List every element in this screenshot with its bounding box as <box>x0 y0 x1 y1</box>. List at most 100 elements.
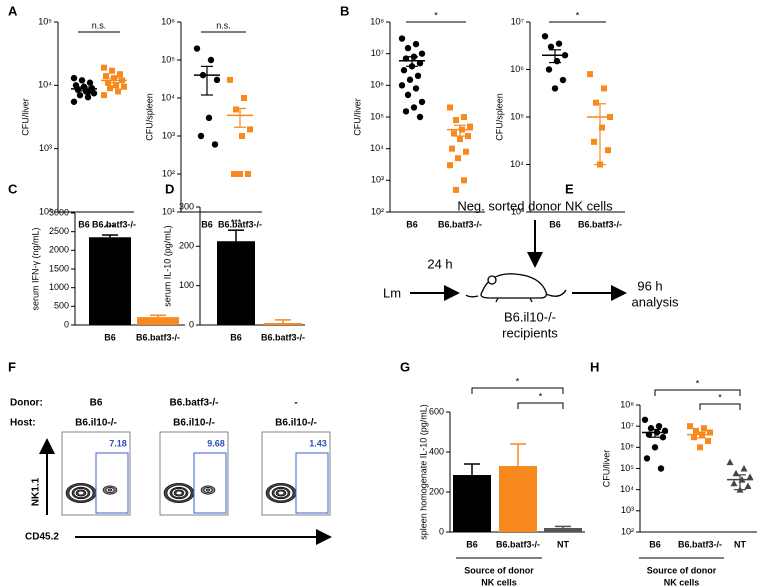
y-tick-label: 10³ <box>621 505 634 515</box>
significance: n.s. <box>92 20 107 30</box>
x-axis-label: Source of donor <box>647 565 717 575</box>
y-tick-label: 10⁷ <box>621 421 634 431</box>
point <box>211 141 219 148</box>
x-axis-label: NK cells <box>481 577 517 587</box>
point <box>599 124 605 131</box>
x-tick-label: B6.batf3-/- <box>578 219 622 229</box>
point <box>414 72 422 80</box>
contour <box>77 490 85 496</box>
x-axis-label: Source of donor <box>464 565 534 575</box>
axis-label: CD45.2 <box>25 532 59 543</box>
point <box>555 40 563 47</box>
point <box>404 44 412 52</box>
point <box>643 455 651 462</box>
y-tick-label: 1500 <box>49 263 69 273</box>
significance: * <box>539 391 543 401</box>
y-tick-label: 10⁷ <box>371 48 384 58</box>
plot-frame <box>159 431 229 516</box>
significance: *** <box>231 218 242 228</box>
y-tick-label: 100 <box>179 280 194 290</box>
point <box>730 479 738 487</box>
point <box>593 99 599 106</box>
panel-letter: B <box>340 3 349 18</box>
point <box>101 92 107 99</box>
y-tick-label: 10⁵ <box>510 111 524 121</box>
y-tick-label: 2000 <box>49 245 69 255</box>
y-axis-label: CFU/liver <box>601 450 611 488</box>
x-tick-label: B6 <box>230 332 242 342</box>
gate <box>95 452 129 514</box>
x-tick-label: B6.batf3-/- <box>438 219 482 229</box>
point <box>241 95 247 101</box>
y-tick-label: 10⁸ <box>620 399 634 409</box>
point <box>559 76 567 84</box>
time: 96 h <box>637 278 662 293</box>
point <box>398 82 406 89</box>
point <box>447 104 453 111</box>
x-tick-label: B6.batf3-/- <box>496 539 540 549</box>
point <box>78 77 86 84</box>
panel-letter: C <box>8 181 18 196</box>
y-tick-label: 10⁵ <box>38 16 52 26</box>
point <box>465 133 471 140</box>
y-tick-label: 10² <box>162 168 175 178</box>
plot-frame <box>61 431 131 516</box>
point <box>72 82 80 89</box>
significance: * <box>516 376 520 386</box>
x-tick-label: B6 <box>201 219 213 229</box>
y-tick-label: 0 <box>64 319 69 329</box>
point <box>84 93 92 101</box>
y-tick-label: 2500 <box>49 226 69 236</box>
point <box>701 425 707 432</box>
point <box>655 422 663 430</box>
point <box>447 162 453 169</box>
bar <box>89 237 131 325</box>
y-axis-label: CFU/liver <box>20 98 30 136</box>
x-tick-label: B6.batf3-/- <box>218 219 262 229</box>
significance-bracket <box>699 403 741 410</box>
point <box>237 171 243 177</box>
x-tick-label: B6 <box>104 332 116 342</box>
point <box>404 91 412 99</box>
significance-bracket <box>654 389 741 396</box>
point <box>231 171 237 177</box>
point <box>418 50 426 57</box>
point <box>113 82 119 89</box>
point <box>601 85 607 92</box>
point <box>205 114 213 122</box>
point <box>400 67 408 74</box>
point <box>605 147 611 154</box>
row-label: Host: <box>10 418 36 429</box>
y-axis-label: CFU/liver <box>352 98 362 136</box>
point <box>641 416 649 423</box>
gate-percent: 1.43 <box>309 438 327 448</box>
panel-letter: H <box>590 359 599 374</box>
x-tick-label: B6 <box>649 539 661 549</box>
y-tick-label: 0 <box>439 526 444 536</box>
y-tick-label: 10⁶ <box>161 16 175 26</box>
x-tick-label: B6 <box>406 219 418 229</box>
time: 24 h <box>427 256 452 271</box>
gate <box>193 452 227 514</box>
contour <box>277 490 285 496</box>
bar <box>453 475 491 532</box>
point <box>193 45 201 52</box>
point <box>740 465 748 472</box>
point <box>687 423 693 430</box>
point <box>402 108 410 115</box>
y-tick-label: 10⁴ <box>510 159 524 169</box>
y-tick-label: 10² <box>621 526 634 536</box>
point <box>101 64 107 71</box>
point <box>84 88 92 96</box>
y-tick-label: 10⁷ <box>511 16 524 26</box>
point <box>453 117 459 124</box>
donor: - <box>294 398 297 409</box>
y-tick-label: 10³ <box>162 130 175 140</box>
y-tick-label: 10² <box>39 206 52 216</box>
donor: B6.batf3-/- <box>170 398 219 409</box>
point <box>412 40 420 48</box>
panel-letter: D <box>165 181 174 196</box>
panel-letter: G <box>400 359 410 374</box>
x-tick-label: B6 <box>78 219 90 229</box>
point <box>697 444 703 451</box>
